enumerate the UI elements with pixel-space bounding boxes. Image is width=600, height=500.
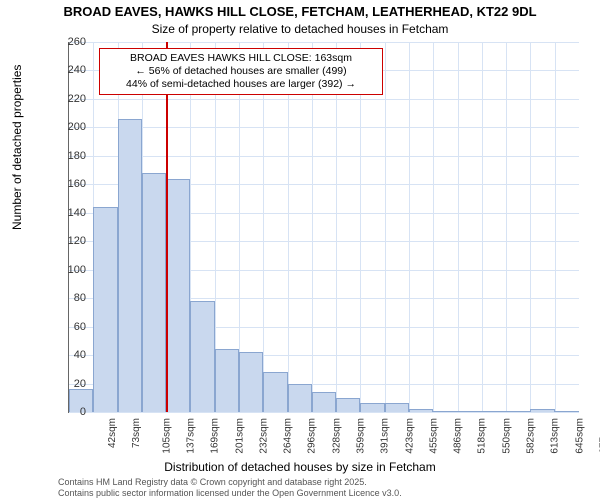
gridline-v <box>360 42 361 412</box>
gridline-h <box>69 42 579 43</box>
annotation-line: BROAD EAVES HAWKS HILL CLOSE: 163sqm <box>106 52 376 65</box>
gridline-h <box>69 127 579 128</box>
y-tick-label: 40 <box>56 349 86 361</box>
x-tick-label: 613sqm <box>550 418 561 454</box>
gridline-v <box>506 42 507 412</box>
y-tick-label: 80 <box>56 292 86 304</box>
x-tick-label: 328sqm <box>331 418 342 454</box>
plot-area: BROAD EAVES HAWKS HILL CLOSE: 163sqm← 56… <box>68 42 579 413</box>
gridline-v <box>555 42 556 412</box>
gridline-v <box>458 42 459 412</box>
footer-line-2: Contains public sector information licen… <box>58 488 402 498</box>
x-tick-label: 232sqm <box>258 418 269 454</box>
gridline-v <box>385 42 386 412</box>
gridline-v <box>336 42 337 412</box>
x-tick-label: 169sqm <box>210 418 221 454</box>
histogram-bar <box>239 352 263 412</box>
y-tick-label: 180 <box>56 150 86 162</box>
x-tick-label: 455sqm <box>428 418 439 454</box>
histogram-bar <box>288 384 312 412</box>
gridline-v <box>288 42 289 412</box>
histogram-bar <box>263 372 287 412</box>
y-tick-label: 240 <box>56 64 86 76</box>
x-tick-label: 645sqm <box>574 418 585 454</box>
histogram-bar <box>458 411 482 412</box>
chart-container: BROAD EAVES, HAWKS HILL CLOSE, FETCHAM, … <box>0 0 600 500</box>
y-tick-label: 20 <box>56 378 86 390</box>
y-tick-label: 260 <box>56 36 86 48</box>
y-tick-label: 200 <box>56 121 86 133</box>
annotation-box: BROAD EAVES HAWKS HILL CLOSE: 163sqm← 56… <box>99 48 383 95</box>
gridline-h <box>69 156 579 157</box>
x-tick-label: 359sqm <box>356 418 367 454</box>
x-tick-label: 264sqm <box>283 418 294 454</box>
histogram-bar <box>166 179 190 412</box>
x-tick-label: 550sqm <box>501 418 512 454</box>
x-tick-label: 73sqm <box>131 418 142 448</box>
y-tick-label: 100 <box>56 264 86 276</box>
footer-line-1: Contains HM Land Registry data © Crown c… <box>58 477 402 487</box>
y-tick-label: 0 <box>56 406 86 418</box>
chart-subtitle: Size of property relative to detached ho… <box>0 22 600 36</box>
chart-footer: Contains HM Land Registry data © Crown c… <box>58 477 402 498</box>
gridline-v <box>433 42 434 412</box>
annotation-line: ← 56% of detached houses are smaller (49… <box>106 65 376 78</box>
x-tick-label: 486sqm <box>453 418 464 454</box>
histogram-bar <box>506 411 530 412</box>
x-tick-label: 42sqm <box>107 418 118 448</box>
y-tick-label: 220 <box>56 93 86 105</box>
y-tick-label: 60 <box>56 321 86 333</box>
histogram-bar <box>93 207 117 412</box>
histogram-bar <box>118 119 142 412</box>
marker-line <box>166 42 168 412</box>
gridline-h <box>69 412 579 413</box>
histogram-bar <box>555 411 579 412</box>
histogram-bar <box>360 403 384 412</box>
annotation-line: 44% of semi-detached houses are larger (… <box>106 78 376 91</box>
x-tick-label: 582sqm <box>526 418 537 454</box>
x-tick-label: 201sqm <box>234 418 245 454</box>
x-tick-label: 423sqm <box>404 418 415 454</box>
x-tick-label: 296sqm <box>307 418 318 454</box>
chart-title: BROAD EAVES, HAWKS HILL CLOSE, FETCHAM, … <box>0 4 600 19</box>
gridline-v <box>409 42 410 412</box>
gridline-v <box>263 42 264 412</box>
y-tick-label: 120 <box>56 235 86 247</box>
histogram-bar <box>190 301 214 412</box>
y-tick-label: 140 <box>56 207 86 219</box>
y-axis-label: Number of detached properties <box>10 65 24 230</box>
x-tick-label: 518sqm <box>477 418 488 454</box>
histogram-bar <box>336 398 360 412</box>
histogram-bar <box>142 173 166 412</box>
histogram-bar <box>385 403 409 412</box>
x-tick-label: 137sqm <box>186 418 197 454</box>
gridline-v <box>530 42 531 412</box>
x-tick-label: 391sqm <box>380 418 391 454</box>
histogram-bar <box>482 411 506 412</box>
y-tick-label: 160 <box>56 178 86 190</box>
histogram-bar <box>215 349 239 412</box>
gridline-v <box>312 42 313 412</box>
gridline-v <box>482 42 483 412</box>
gridline-h <box>69 99 579 100</box>
histogram-bar <box>433 411 457 412</box>
x-tick-label: 105sqm <box>161 418 172 454</box>
histogram-bar <box>312 392 336 412</box>
x-axis-label: Distribution of detached houses by size … <box>0 460 600 474</box>
histogram-bar <box>409 409 433 412</box>
histogram-bar <box>530 409 554 412</box>
